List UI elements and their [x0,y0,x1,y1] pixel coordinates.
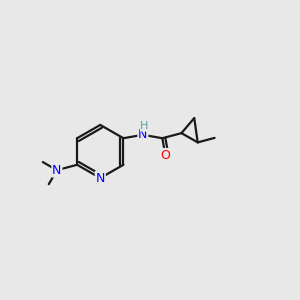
Text: N: N [96,172,105,184]
Text: H: H [140,121,148,131]
Text: O: O [160,149,170,162]
Text: N: N [138,128,148,141]
Text: N: N [52,164,62,177]
